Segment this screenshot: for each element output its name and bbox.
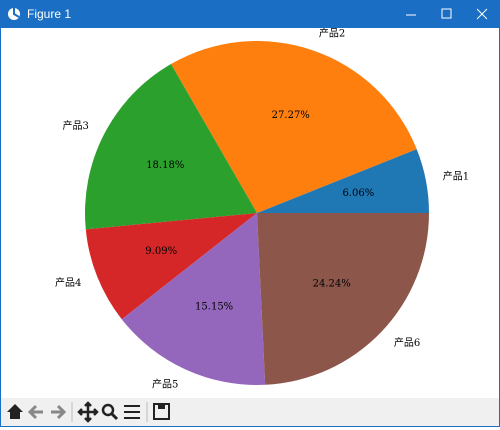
toolbar-icons (7, 401, 170, 423)
pan-button[interactable] (77, 401, 99, 423)
pie-wedge (171, 40, 417, 213)
category-label: 产品1 (443, 170, 469, 183)
forward-button[interactable] (51, 404, 67, 420)
pie-wedge (257, 213, 429, 385)
pie-wedge (257, 149, 429, 213)
window-title: Figure 1 (27, 7, 72, 21)
zoom-handle (110, 412, 119, 421)
title-bar-icons (8, 8, 488, 20)
value-label: 6.06% (342, 188, 374, 199)
app-icon-mark (13, 8, 20, 18)
value-label: 27.27% (272, 110, 310, 121)
home-button[interactable] (7, 404, 23, 419)
title-bar: Figure 1 (1, 1, 499, 28)
value-label: 9.09% (145, 246, 177, 257)
chart: 产品1 6.06% 产品2 27.27% 产品3 18.18% 产品4 9.09% 产品5 15.… (55, 28, 469, 391)
value-label: 15.15% (195, 301, 233, 312)
configure-button[interactable] (124, 405, 140, 419)
value-label: 18.18% (146, 160, 184, 171)
pie-wedge (85, 213, 257, 320)
back-button[interactable] (27, 404, 43, 420)
close-button[interactable] (476, 8, 488, 20)
category-label: 产品2 (319, 28, 345, 40)
save-icon-part (158, 404, 165, 409)
toolbar (1, 398, 499, 426)
category-label: 产品5 (152, 378, 178, 391)
category-label: 产品3 (62, 119, 88, 132)
maximize-button[interactable] (441, 8, 452, 19)
pie-wedge (85, 64, 258, 230)
category-label: 产品4 (55, 276, 81, 289)
category-label: 产品6 (394, 336, 420, 349)
pie-wedge (121, 213, 266, 385)
value-label: 24.24% (313, 279, 351, 290)
zoom-button[interactable] (101, 403, 115, 417)
